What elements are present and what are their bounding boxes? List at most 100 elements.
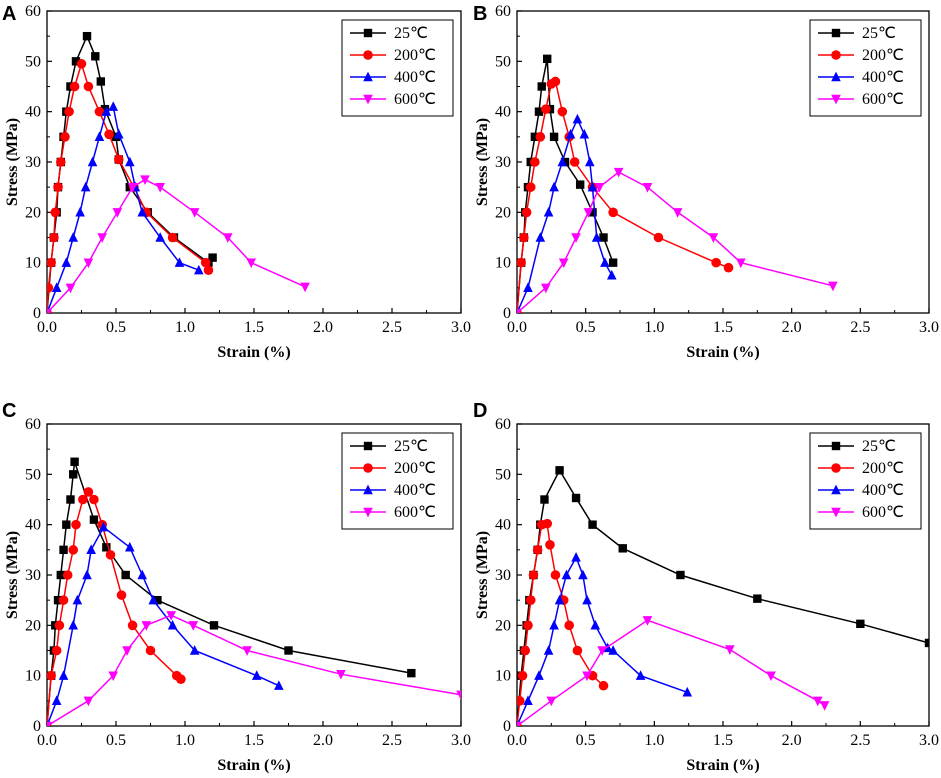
legend-label: 600℃ [394,91,436,108]
data-point [519,232,529,243]
data-point [87,156,98,167]
panel-a: 0.0 0.5 1.0 1.5 2.0 2.5 3.0 0 10 20 30 40 50 60 Strain… [2,3,471,361]
data-point [153,595,162,605]
data-point [137,206,148,217]
data-point [200,257,211,268]
data-point [102,543,111,552]
y-tick-label: 0 [33,718,41,735]
x-tick-label: 2.0 [782,732,802,749]
data-point [549,619,559,630]
data-point [584,156,595,167]
data-point [336,669,346,680]
legend-label: 25℃ [862,25,896,42]
series-400C [517,113,617,313]
x-tick-label: 0.5 [576,319,596,336]
data-point [155,232,165,242]
legend-marker [831,441,841,451]
x-tick-label: 0.0 [37,319,57,336]
data-point [642,182,653,193]
data-point [587,181,598,192]
legend-marker [831,28,841,38]
x-axis-label: Strain (%) [217,757,290,774]
data-point [72,594,83,605]
data-point [140,175,150,186]
data-point [137,569,148,580]
data-point [62,520,71,529]
x-tick-label: 2.5 [382,319,402,336]
data-point [528,570,539,580]
data-point [456,690,461,701]
data-point [176,674,186,684]
legend-label: 25℃ [862,438,896,455]
data-point [83,258,94,269]
data-point [599,233,608,242]
x-tick-label: 2.0 [313,732,333,749]
legend: 25℃ 200℃ 400℃ 600℃ [809,432,922,530]
series-400C [517,551,693,726]
x-tick-label: 0.0 [507,319,527,336]
data-point [125,541,135,552]
data-point [94,106,105,117]
data-point [856,619,865,629]
legend-marker [363,50,373,60]
data-point [608,645,618,655]
data-point [108,671,119,682]
data-point [736,258,746,269]
legend: 25℃ 200℃ 400℃ 600℃ [341,432,454,530]
data-point [557,106,568,117]
series-line [47,34,214,313]
y-tick-label: 50 [495,466,511,483]
data-point [61,257,72,267]
y-axis-label: Stress (MPa) [474,531,491,619]
x-axis-label: Strain (%) [217,344,290,361]
data-point [145,645,156,656]
panel-letter: A [2,3,16,25]
x-tick-label: 1.5 [244,319,264,336]
data-point [125,156,135,167]
legend-label: 400℃ [394,69,436,86]
data-point [517,670,528,681]
data-point [62,570,73,580]
data-point [572,113,583,124]
data-point [569,157,580,167]
y-tick-label: 20 [495,204,511,221]
data-point [540,495,549,504]
data-point [284,646,293,655]
legend-marker [831,71,841,82]
y-tick-label: 10 [495,668,511,685]
data-point [618,544,627,553]
legend-label: 200℃ [394,47,436,64]
data-point [525,182,536,192]
series-600C [517,167,838,313]
data-point [56,157,66,167]
series-600C [517,616,830,726]
data-point [598,680,609,691]
legend-label: 600℃ [862,91,904,108]
data-point [517,721,522,726]
x-tick-label: 3.0 [919,732,939,749]
y-tick-label: 20 [25,617,41,634]
data-point [535,232,546,242]
data-point [47,308,52,313]
data-point [113,154,124,165]
series-line [517,171,834,313]
x-tick-label: 3.0 [451,732,471,749]
data-point [606,269,617,280]
data-point [222,233,233,243]
x-axis-label: Strain (%) [686,757,759,774]
legend-marker [831,484,841,495]
panel-letter: D [473,400,487,422]
data-point [86,544,96,555]
data-point [242,646,252,656]
data-point [525,595,536,605]
data-point [97,233,107,243]
series-25C [47,31,217,313]
data-point [753,594,762,603]
legend-marker [363,441,373,451]
data-point [672,208,683,218]
data-point [209,621,219,630]
legend-marker [363,463,373,473]
data-point [549,181,559,192]
series-line [47,526,280,726]
data-point [520,645,531,656]
